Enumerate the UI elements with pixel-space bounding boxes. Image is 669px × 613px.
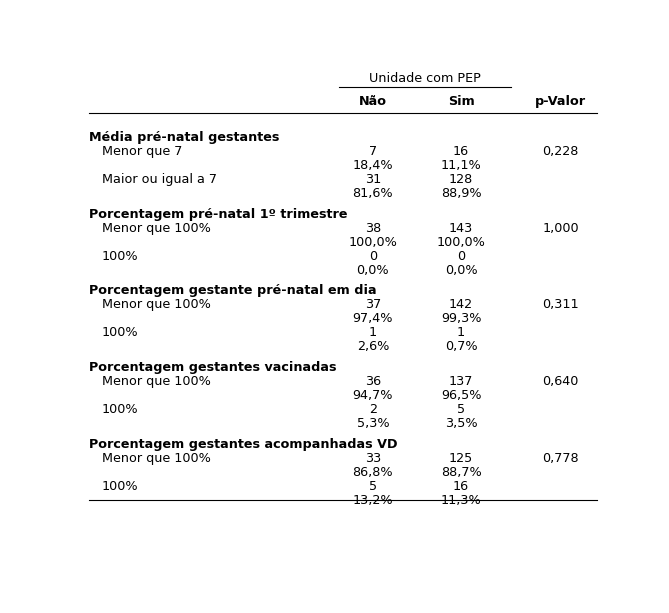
Text: 31: 31 [365,173,381,186]
Text: 0,778: 0,778 [543,452,579,465]
Text: 128: 128 [449,173,473,186]
Text: 16: 16 [453,480,469,493]
Text: 0,228: 0,228 [543,145,579,158]
Text: Menor que 100%: Menor que 100% [102,299,211,311]
Text: Porcentagem pré-natal 1º trimestre: Porcentagem pré-natal 1º trimestre [89,208,347,221]
Text: 5: 5 [457,403,465,416]
Text: 2: 2 [369,403,377,416]
Text: Média pré-natal gestantes: Média pré-natal gestantes [89,131,279,144]
Text: 100%: 100% [102,249,138,262]
Text: 100%: 100% [102,480,138,493]
Text: 0,311: 0,311 [543,299,579,311]
Text: 96,5%: 96,5% [441,389,481,402]
Text: 3,5%: 3,5% [445,417,478,430]
Text: p-Valor: p-Valor [535,95,586,108]
Text: 0: 0 [457,249,465,262]
Text: 143: 143 [449,221,473,235]
Text: Porcentagem gestantes acompanhadas VD: Porcentagem gestantes acompanhadas VD [89,438,397,451]
Text: 1: 1 [369,326,377,340]
Text: Porcentagem gestante pré-natal em dia: Porcentagem gestante pré-natal em dia [89,284,377,297]
Text: 5,3%: 5,3% [357,417,389,430]
Text: 0,7%: 0,7% [445,340,478,353]
Text: 36: 36 [365,375,381,388]
Text: 11,3%: 11,3% [441,494,482,507]
Text: Unidade com PEP: Unidade com PEP [369,72,481,85]
Text: 88,9%: 88,9% [441,187,482,200]
Text: Menor que 100%: Menor que 100% [102,452,211,465]
Text: 33: 33 [365,452,381,465]
Text: 94,7%: 94,7% [353,389,393,402]
Text: 0,0%: 0,0% [357,264,389,276]
Text: Menor que 100%: Menor que 100% [102,221,211,235]
Text: Maior ou igual a 7: Maior ou igual a 7 [102,173,217,186]
Text: 100%: 100% [102,403,138,416]
Text: 99,3%: 99,3% [441,313,481,326]
Text: 1: 1 [457,326,465,340]
Text: 142: 142 [449,299,473,311]
Text: 5: 5 [369,480,377,493]
Text: Sim: Sim [448,95,474,108]
Text: Menor que 7: Menor que 7 [102,145,182,158]
Text: Porcentagem gestantes vacinadas: Porcentagem gestantes vacinadas [89,361,337,375]
Text: 100,0%: 100,0% [437,235,486,249]
Text: 1,000: 1,000 [543,221,579,235]
Text: 16: 16 [453,145,469,158]
Text: 18,4%: 18,4% [353,159,393,172]
Text: 2,6%: 2,6% [357,340,389,353]
Text: 100%: 100% [102,326,138,340]
Text: 81,6%: 81,6% [353,187,393,200]
Text: 100,0%: 100,0% [349,235,397,249]
Text: 97,4%: 97,4% [353,313,393,326]
Text: 88,7%: 88,7% [441,466,482,479]
Text: 38: 38 [365,221,381,235]
Text: 0: 0 [369,249,377,262]
Text: Não: Não [359,95,387,108]
Text: 137: 137 [449,375,473,388]
Text: 125: 125 [449,452,473,465]
Text: Menor que 100%: Menor que 100% [102,375,211,388]
Text: 7: 7 [369,145,377,158]
Text: 0,640: 0,640 [543,375,579,388]
Text: 86,8%: 86,8% [353,466,393,479]
Text: 13,2%: 13,2% [353,494,393,507]
Text: 0,0%: 0,0% [445,264,478,276]
Text: 37: 37 [365,299,381,311]
Text: 11,1%: 11,1% [441,159,482,172]
